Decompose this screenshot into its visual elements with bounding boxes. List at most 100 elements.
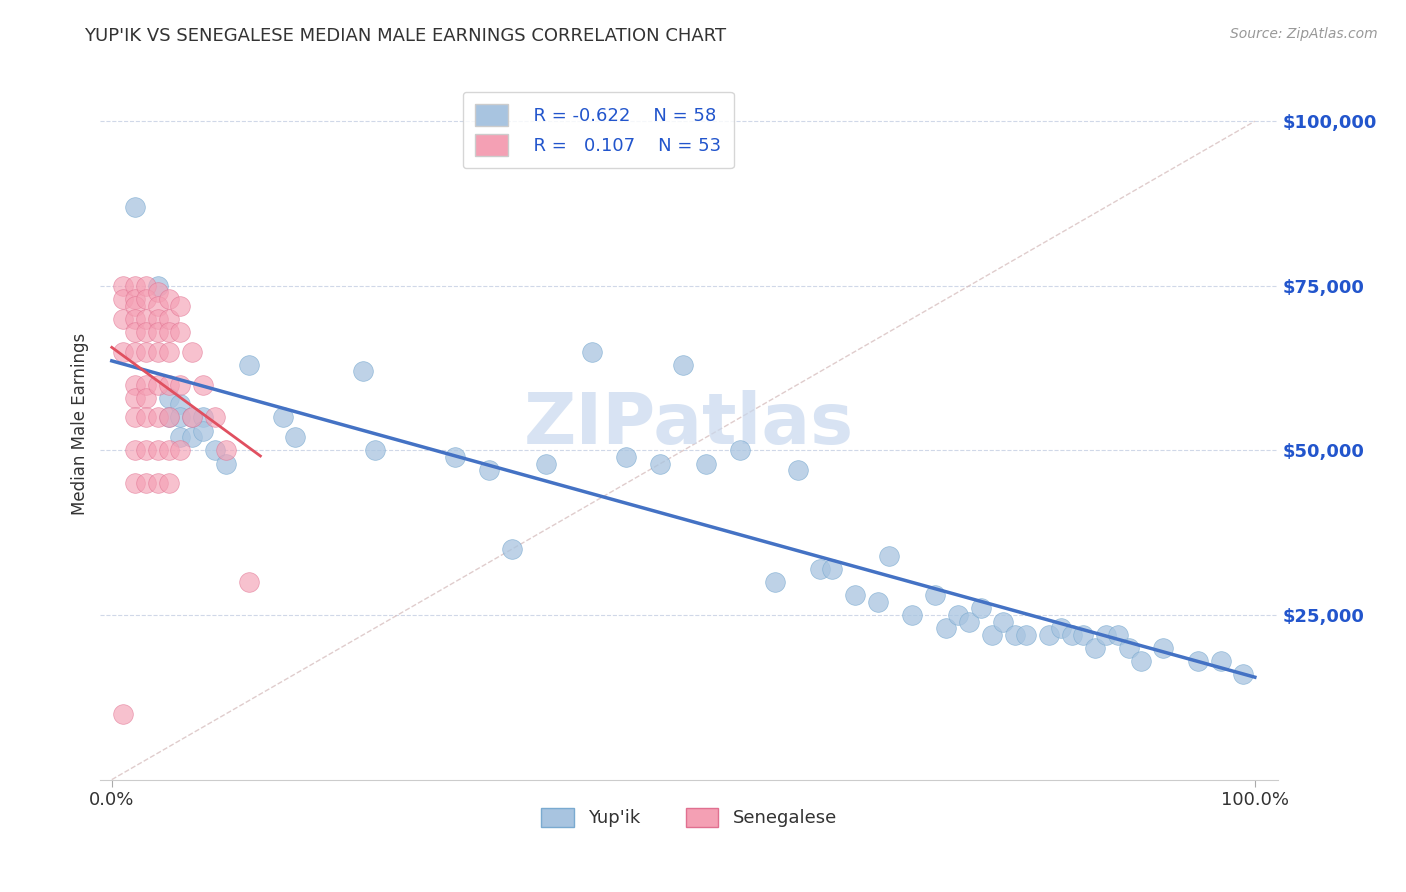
Point [672,358,695,372]
Point [581,344,603,359]
Point [1004,628,1026,642]
Text: YUP'IK VS SENEGALESE MEDIAN MALE EARNINGS CORRELATION CHART: YUP'IK VS SENEGALESE MEDIAN MALE EARNING… [84,27,727,45]
Point [969,601,991,615]
Point [124,443,146,458]
Point [215,443,238,458]
Point [157,410,180,425]
Point [877,549,900,563]
Point [935,621,957,635]
Point [157,391,180,405]
Point [124,391,146,405]
Point [204,443,226,458]
Point [157,476,180,491]
Point [124,292,146,306]
Point [135,278,157,293]
Point [146,325,169,339]
Point [135,410,157,425]
Point [124,410,146,425]
Point [1038,628,1060,642]
Text: ZIPatlas: ZIPatlas [524,390,853,458]
Point [112,278,135,293]
Point [786,463,808,477]
Point [169,325,191,339]
Point [146,285,169,300]
Point [271,410,294,425]
Point [821,562,844,576]
Point [478,463,501,477]
Point [1015,628,1038,642]
Point [124,476,146,491]
Point [1152,640,1174,655]
Text: Source: ZipAtlas.com: Source: ZipAtlas.com [1230,27,1378,41]
Point [112,292,135,306]
Point [124,311,146,326]
Point [238,358,260,372]
Point [993,615,1015,629]
Point [135,476,157,491]
Point [614,450,637,464]
Point [124,200,146,214]
Point [981,628,1004,642]
Point [352,364,374,378]
Point [124,278,146,293]
Point [157,410,180,425]
Point [169,430,191,444]
Point [157,311,180,326]
Point [169,299,191,313]
Point [157,292,180,306]
Point [112,344,135,359]
Point [157,377,180,392]
Point [1232,667,1254,681]
Point [363,443,385,458]
Point [146,311,169,326]
Point [204,410,226,425]
Point [957,615,980,629]
Point [146,278,169,293]
Point [1187,654,1209,668]
Point [810,562,832,576]
Point [1049,621,1071,635]
Point [112,311,135,326]
Y-axis label: Median Male Earnings: Median Male Earnings [72,333,89,516]
Point [730,443,752,458]
Point [501,542,523,557]
Point [1073,628,1095,642]
Point [1084,640,1107,655]
Point [1118,640,1140,655]
Point [146,476,169,491]
Point [169,397,191,411]
Point [180,410,202,425]
Point [238,575,260,590]
Point [844,588,866,602]
Point [1129,654,1152,668]
Point [146,377,169,392]
Legend: Yup'ik, Senegalese: Yup'ik, Senegalese [534,801,844,835]
Point [946,607,969,622]
Point [180,410,202,425]
Point [124,325,146,339]
Point [650,457,672,471]
Point [901,607,924,622]
Point [443,450,465,464]
Point [180,430,202,444]
Point [695,457,717,471]
Point [157,325,180,339]
Point [1107,628,1129,642]
Point [112,706,135,721]
Point [193,424,215,438]
Point [763,575,786,590]
Point [135,377,157,392]
Point [135,391,157,405]
Point [146,410,169,425]
Point [169,410,191,425]
Point [146,299,169,313]
Point [215,457,238,471]
Point [135,325,157,339]
Point [193,410,215,425]
Point [146,344,169,359]
Point [135,443,157,458]
Point [124,377,146,392]
Point [157,443,180,458]
Point [180,344,202,359]
Point [135,344,157,359]
